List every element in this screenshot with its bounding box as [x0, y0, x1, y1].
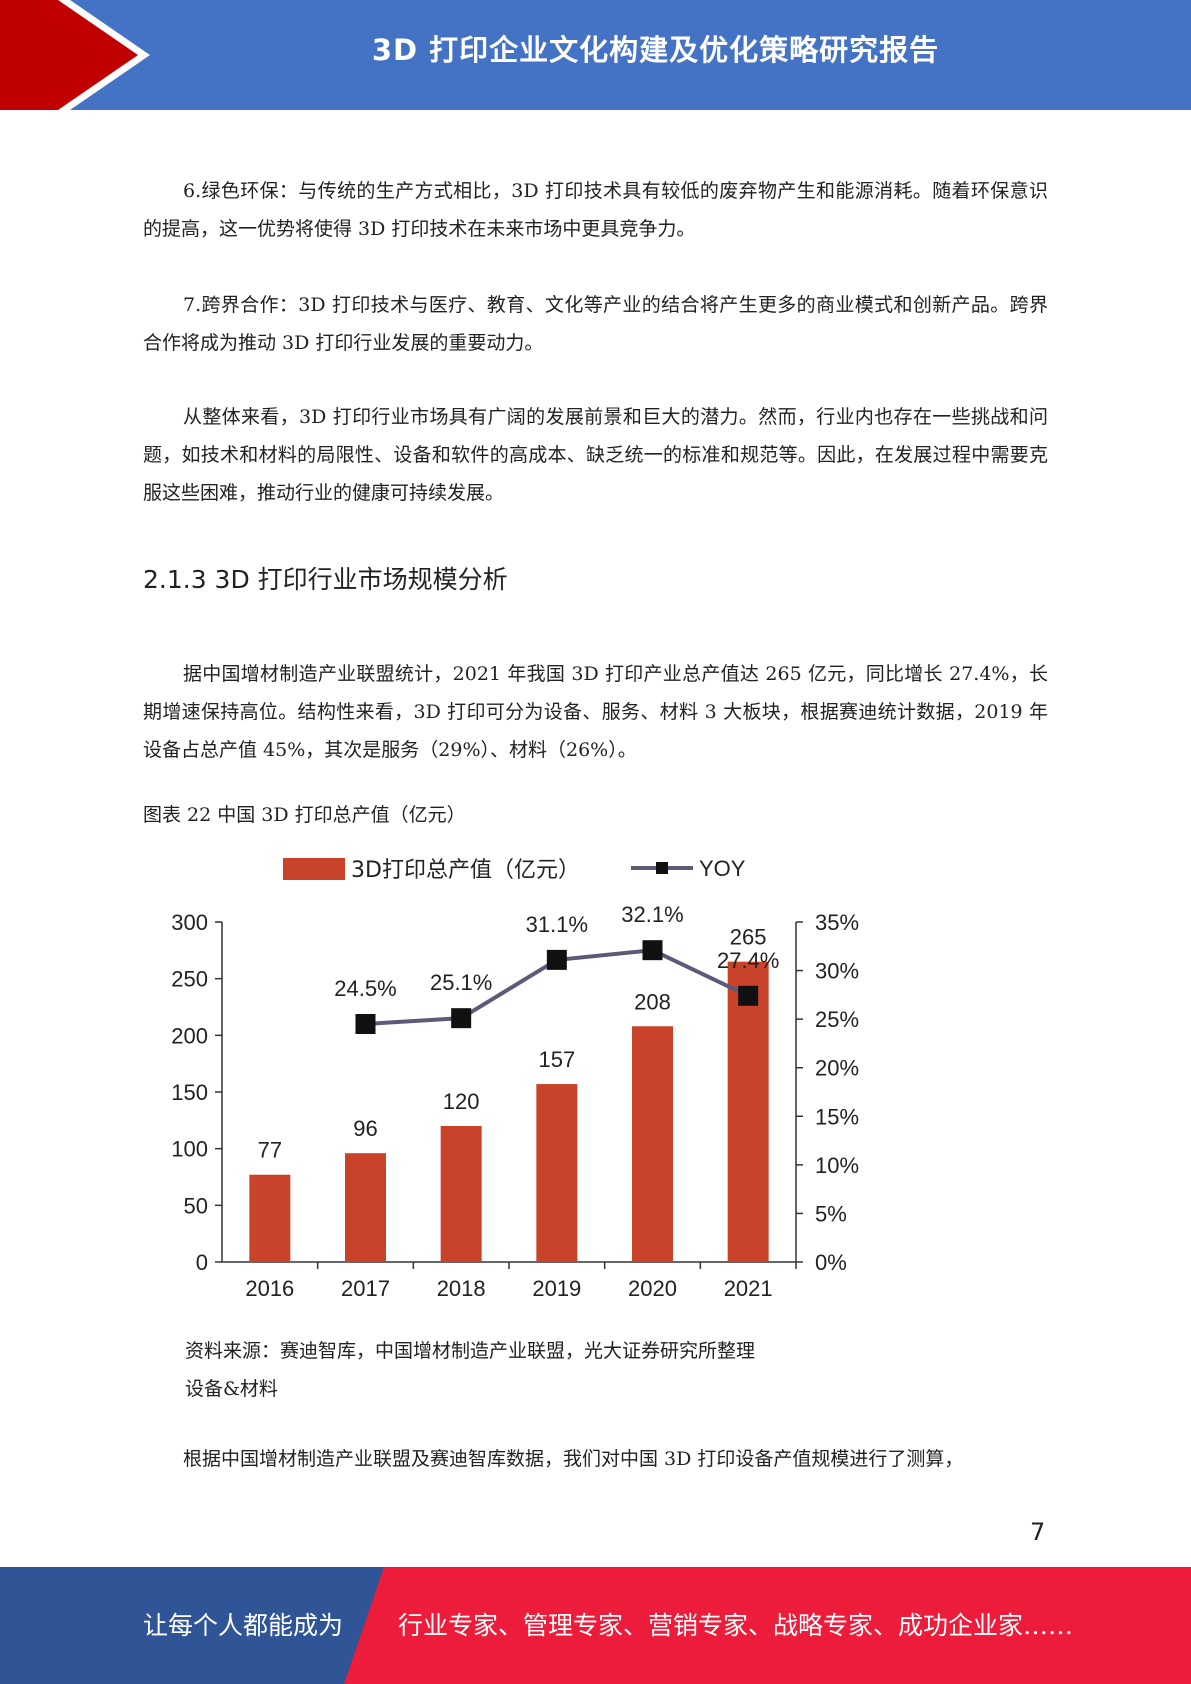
page-footer: 让每个人都能成为 行业专家、管理专家、营销专家、战略专家、成功企业家…… [0, 1567, 1191, 1684]
section-heading: 2.1.3 3D 打印行业市场规模分析 [143, 565, 508, 594]
paragraph-green: 6.绿色环保：与传统的生产方式相比，3D 打印技术具有较低的废弃物产生和能源消耗… [143, 180, 1048, 240]
figure-caption: 图表 22 中国 3D 打印总产值（亿元） [143, 804, 466, 826]
header-decoration [0, 0, 150, 110]
right-tick-label: 20% [815, 1056, 859, 1081]
left-tick-label: 150 [171, 1080, 208, 1105]
legend-bar-label: 3D打印总产值（亿元） [351, 858, 580, 883]
paragraph-market: 据中国增材制造产业联盟统计，2021 年我国 3D 打印产业总产值达 265 亿… [143, 663, 1048, 761]
legend-line-marker [656, 862, 668, 874]
legend-line-label: YOY [699, 856, 746, 881]
yoy-marker [355, 1014, 376, 1034]
source-note: 资料来源：赛迪智库，中国增材制造产业联盟，光大证券研究所整理 [185, 1340, 756, 1362]
yoy-marker [546, 949, 567, 970]
left-tick-label: 200 [171, 1023, 208, 1048]
footer-slogan-left: 让每个人都能成为 [143, 1611, 344, 1640]
yoy-value-label: 32.1% [621, 902, 683, 927]
sub-label: 设备&材料 [185, 1378, 278, 1400]
yoy-marker [451, 1008, 472, 1029]
yoy-value-label: 25.1% [430, 970, 492, 995]
bar-value-label: 96 [353, 1116, 377, 1141]
legend-bar-swatch [283, 858, 345, 880]
bar-value-label: 157 [538, 1047, 575, 1072]
right-tick-label: 0% [815, 1250, 847, 1275]
page-header: 3D 打印企业文化构建及优化策略研究报告 [0, 0, 1191, 110]
bar [632, 1026, 673, 1262]
x-tick-label: 2019 [532, 1276, 581, 1301]
output-chart: 0 50 100 150 200 250 300 0% 5% 10% 15% 20% 25% 30% 35%… [171, 856, 859, 1301]
bar-value-label: 265 [730, 925, 767, 950]
right-tick-label: 35% [815, 910, 859, 935]
bar-value-label: 77 [258, 1138, 282, 1163]
yoy-value-label: 24.5% [334, 976, 396, 1001]
yoy-value-label: 31.1% [526, 912, 588, 937]
x-tick-label: 2016 [245, 1276, 294, 1301]
bar-value-label: 120 [443, 1089, 480, 1114]
x-tick-label: 2020 [628, 1276, 677, 1301]
bar-value-label: 208 [634, 989, 671, 1014]
yoy-marker [642, 940, 663, 961]
left-tick-label: 50 [184, 1193, 208, 1218]
left-tick-label: 300 [171, 910, 208, 935]
header-title: 3D 打印企业文化构建及优化策略研究报告 [371, 33, 940, 67]
paragraph-crossover: 7.跨界合作：3D 打印技术与医疗、教育、文化等产业的结合将产生更多的商业模式和… [143, 294, 1048, 354]
paragraph-equipment: 根据中国增材制造产业联盟及赛迪智库数据，我们对中国 3D 打印设备产值规模进行了… [183, 1448, 964, 1470]
left-tick-label: 100 [171, 1137, 208, 1162]
bar [440, 1126, 482, 1262]
right-tick-label: 10% [815, 1153, 859, 1178]
x-tick-label: 2021 [724, 1276, 773, 1301]
x-tick-label: 2018 [437, 1276, 486, 1301]
bar [249, 1174, 291, 1262]
yoy-value-label: 27.4% [717, 948, 779, 973]
left-tick-label: 250 [171, 967, 208, 992]
bar [536, 1084, 578, 1262]
yoy-marker [738, 985, 759, 1006]
bar [727, 961, 769, 1262]
right-tick-label: 25% [815, 1007, 859, 1032]
footer-decoration [0, 1567, 1191, 1684]
footer-slogan-right: 行业专家、管理专家、营销专家、战略专家、成功企业家…… [398, 1611, 1074, 1640]
page-number: 7 [1030, 1518, 1046, 1546]
paragraph-overview: 从整体来看，3D 打印行业市场具有广阔的发展前景和巨大的潜力。然而，行业内也存在… [143, 406, 1048, 504]
right-tick-label: 15% [815, 1104, 859, 1129]
bar [345, 1153, 386, 1262]
left-tick-label: 0 [196, 1250, 208, 1275]
right-tick-label: 5% [815, 1201, 847, 1226]
right-tick-label: 30% [815, 959, 859, 984]
x-tick-label: 2017 [341, 1276, 390, 1301]
